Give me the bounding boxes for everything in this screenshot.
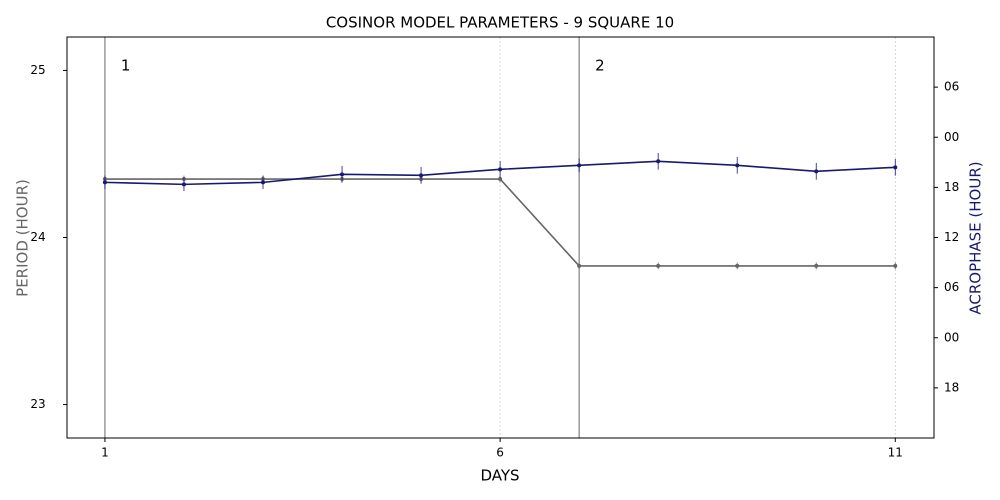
plot-frame <box>66 36 935 439</box>
y2-tick-label: 18 <box>944 380 959 394</box>
y2-axis-label: ACROPHASE (HOUR) <box>967 161 985 314</box>
point <box>814 263 819 268</box>
y2-tick-label: 00 <box>944 130 959 144</box>
y2-tick-label: 06 <box>944 80 959 94</box>
y2-tick-label: 00 <box>944 330 959 344</box>
point <box>261 180 266 185</box>
segment-label: 2 <box>595 57 605 75</box>
point <box>735 263 740 268</box>
point <box>340 172 345 177</box>
x-tick-label: 6 <box>496 446 504 460</box>
x-tick-label: 11 <box>888 446 903 460</box>
chart-title: COSINOR MODEL PARAMETERS - 9 SQUARE 10 <box>326 14 674 32</box>
point <box>656 159 661 164</box>
point <box>893 263 898 268</box>
y-axis-label: PERIOD (HOUR) <box>14 179 32 297</box>
point <box>893 165 898 170</box>
point <box>577 263 582 268</box>
point <box>577 163 582 168</box>
point <box>814 169 819 174</box>
point <box>419 173 424 178</box>
point <box>656 263 661 268</box>
x-axis-label: DAYS <box>480 467 519 485</box>
y2-tick-label: 18 <box>944 180 959 194</box>
point <box>735 163 740 168</box>
y-tick-label: 24 <box>30 230 45 244</box>
y2-tick-label: 12 <box>944 230 959 244</box>
y2-tick-label: 06 <box>944 280 959 294</box>
point <box>498 177 503 182</box>
y-tick-label: 23 <box>30 397 45 411</box>
point <box>498 167 503 172</box>
segment-label: 1 <box>121 57 131 75</box>
point <box>102 180 107 185</box>
x-tick-label: 1 <box>101 446 109 460</box>
y-tick-label: 25 <box>30 63 45 77</box>
point <box>181 182 186 187</box>
